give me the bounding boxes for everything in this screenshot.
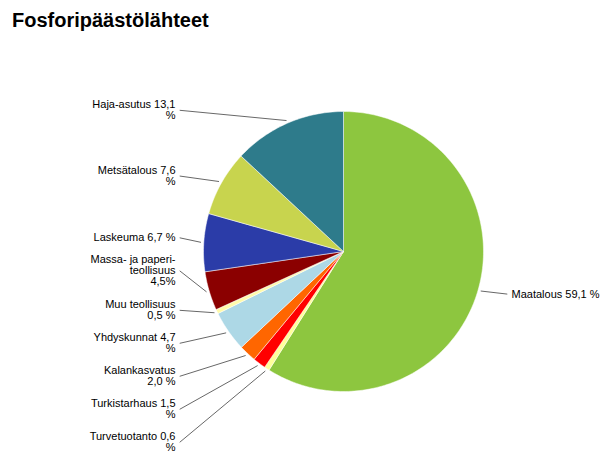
svg-text:Massa- ja paperi-teollisuus4,5: Massa- ja paperi-teollisuus4,5% (91, 253, 176, 287)
svg-text:Laskeuma 6,7 %: Laskeuma 6,7 % (94, 231, 176, 243)
svg-text:Turvetuotanto 0,6%: Turvetuotanto 0,6% (90, 430, 176, 453)
svg-text:Haja-asutus 13,1%: Haja-asutus 13,1% (92, 98, 175, 121)
svg-text:Turkistarhaus 1,5%: Turkistarhaus 1,5% (91, 397, 176, 420)
svg-text:Muu teollisuus0,5 %: Muu teollisuus0,5 % (105, 298, 176, 321)
html-text:Fosforipäästölähteet: Fosforipäästölähteet (12, 9, 209, 31)
svg-text:Yhdyskunnat 4,7%: Yhdyskunnat 4,7% (94, 331, 176, 354)
svg-text:Metsätalous 7,6%: Metsätalous 7,6% (98, 164, 176, 187)
svg-text:Kalankasvatus2,0 %: Kalankasvatus2,0 % (104, 364, 176, 387)
svg-text:Maatalous 59,1 %: Maatalous 59,1 % (512, 288, 600, 300)
